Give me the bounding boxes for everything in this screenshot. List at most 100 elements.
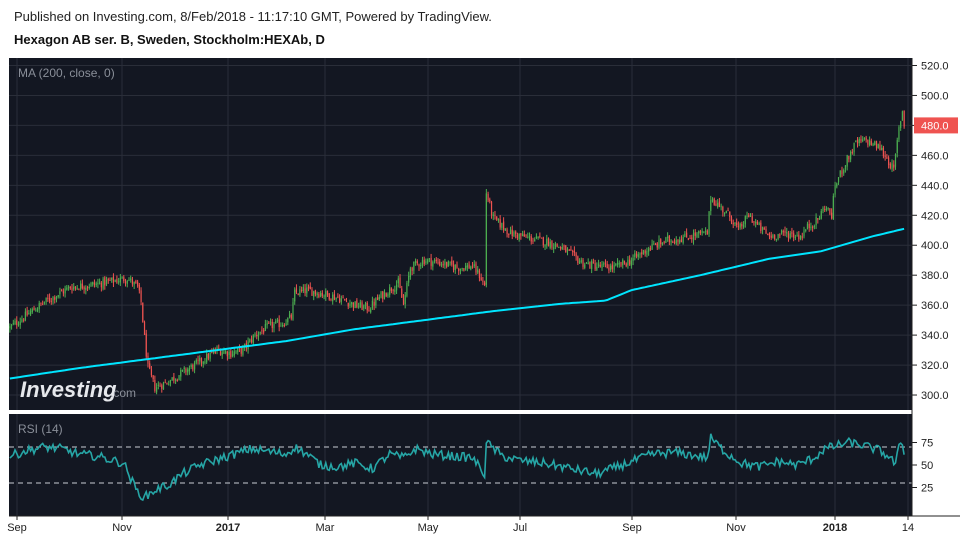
candle-body [161,385,163,389]
candle-body [421,260,424,265]
candle-body [610,265,612,271]
time-axis-ticks[interactable]: Sep Nov 2017 Mar May Jul Sep Nov 2018 14 [7,516,914,534]
candle-body [347,302,349,307]
candle-body [670,240,672,243]
candle-body [454,264,456,271]
candle-body [573,250,575,253]
candle-body [596,266,598,271]
candle-body [404,295,406,305]
candle-body [219,350,222,356]
candle-body [411,267,413,271]
candle-body [556,243,558,247]
candle-body [715,203,717,206]
candle-body [618,263,620,265]
candle-body [848,155,850,160]
time-tick-label: 14 [902,522,914,534]
candle-body [523,234,525,237]
candle-body [825,208,828,211]
candle-body [64,288,66,294]
candle-body [242,347,244,355]
candle-body [511,229,513,237]
candle-body [116,279,118,283]
candle-body [109,279,111,281]
candle-body [713,198,715,205]
candle-body [627,259,629,266]
candle-body [496,216,498,220]
candle-body [698,231,700,234]
candle-body [537,237,539,239]
candle-body [490,201,493,215]
price-axis[interactable] [912,58,960,516]
candle-body [67,286,70,288]
candle-body [680,239,683,243]
candle-body [100,282,102,288]
candle-body [23,319,25,321]
candle-body [409,268,411,277]
candle-body [473,264,475,267]
candle-body [886,157,888,159]
candle-body [722,206,724,213]
candle-body [497,218,500,221]
candle-body [841,170,843,175]
candle-body [787,233,790,238]
candle-body [477,269,479,273]
candle-body [276,319,279,321]
candle-body [19,321,21,325]
candle-body [263,330,265,333]
candle-body [328,293,330,300]
candle-body [66,287,68,290]
candle-body [525,235,527,237]
candle-body [513,231,515,237]
candle-body [297,293,299,295]
candle-body [9,326,11,329]
candle-body [635,253,638,257]
candle-body [402,298,405,305]
time-tick-label: Sep [7,522,27,534]
candle-body [649,248,651,250]
candle-body [140,290,142,302]
candle-body [16,320,18,325]
candle-body [554,243,557,248]
candle-body [542,237,544,246]
candle-body [223,351,225,354]
candle-body [611,264,613,269]
candle-body [615,264,617,266]
candle-body [686,232,688,238]
candle-body [559,247,562,249]
candle-body [197,359,199,361]
candle-body [26,310,28,316]
candle-body [35,310,37,312]
candle-body [250,339,253,343]
candle-body [860,138,862,142]
candle-body [425,261,427,263]
candle-body [406,282,408,296]
candle-body [572,250,574,252]
candle-body [660,239,662,244]
candle-body [758,223,760,225]
candle-body [452,264,455,270]
candle-body [540,237,543,239]
candle-body [779,234,781,236]
candle-body [546,238,548,246]
candle-body [877,144,879,149]
price-axis-ticks: 520.0 500.0 480.0 460.0 440.0 420.0 400.0 380.0… [912,60,949,402]
candle-body [503,221,505,230]
candle-body [85,287,87,290]
candle-body [879,144,881,151]
ma-indicator-label: MA (200, close, 0) [18,66,115,80]
candle-body [349,303,351,306]
candle-body [361,302,363,310]
candle-body [475,263,477,273]
candle-body [644,250,646,254]
candle-body [440,264,443,266]
candle-body [176,379,178,381]
candle-body [173,376,175,381]
candle-body [359,302,361,307]
candle-body [774,235,776,240]
candle-body [623,260,626,264]
candle-body [818,218,821,220]
candle-body [484,282,486,286]
candle-body [17,324,20,326]
candle-body [746,215,748,217]
